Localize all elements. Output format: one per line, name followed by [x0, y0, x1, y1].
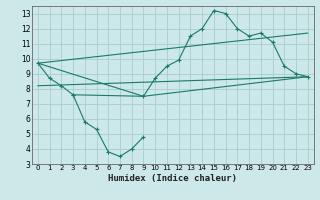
X-axis label: Humidex (Indice chaleur): Humidex (Indice chaleur): [108, 174, 237, 183]
